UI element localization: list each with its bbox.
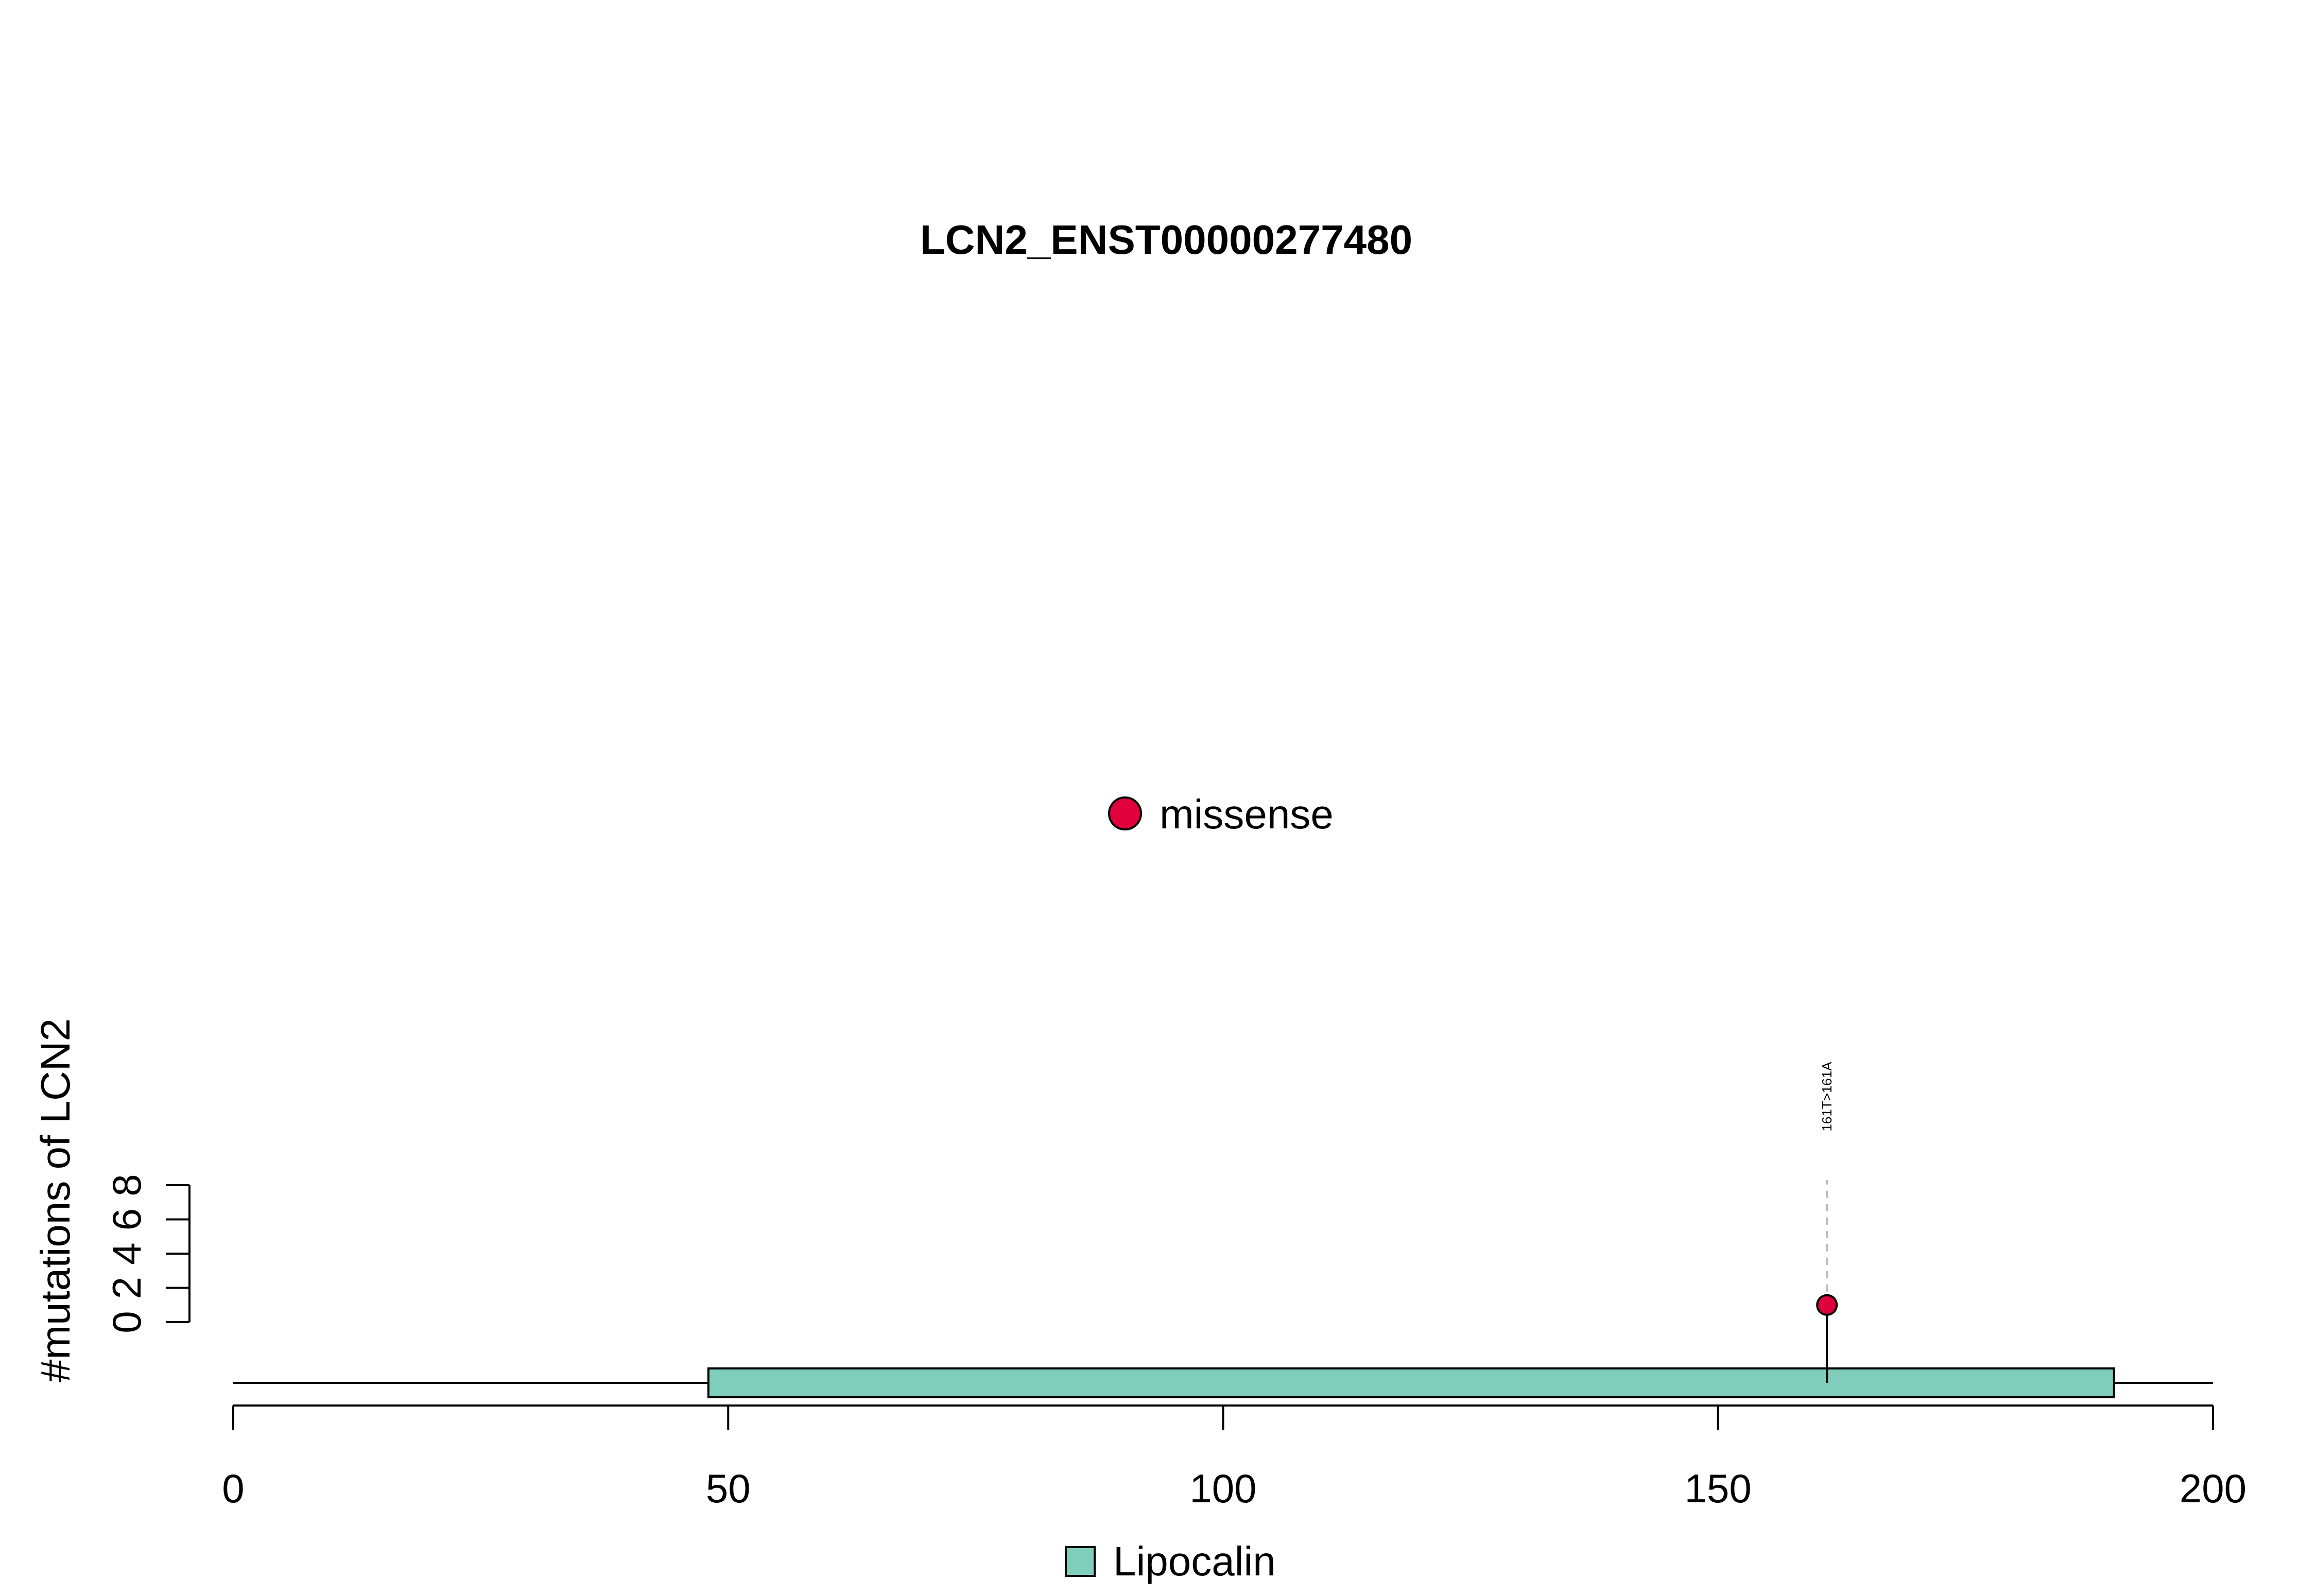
x-tick-label: 150 [1685,1466,1752,1511]
y-tick-label: 0 [104,1311,149,1333]
y-axis-label: #mutations of LCN2 [32,1018,78,1382]
protein-track [233,1367,2213,1398]
y-tick-label: 4 [104,1242,149,1264]
mutation-legend: missense [1108,791,1334,837]
x-axis: 0 50 100 150 200 [222,1404,2246,1511]
chart-title: LCN2_ENST00000277480 [920,217,1412,263]
legend-missense-label: missense [1160,791,1334,837]
y-tick-label: 2 [104,1277,149,1299]
mutation-point [1816,1294,1838,1316]
domain-lipocalin [707,1367,2115,1398]
domain-legend: Lipocalin [1065,1538,1276,1584]
legend-lipocalin-swatch [1065,1546,1096,1577]
x-tick-label: 0 [222,1466,244,1511]
mutation-label: 161T>161A [1819,1062,1835,1132]
x-tick-label: 100 [1189,1466,1256,1511]
y-axis: 0 2 4 6 8 [104,1174,191,1333]
y-tick-label: 8 [104,1174,149,1196]
x-tick-label: 200 [2180,1466,2246,1511]
legend-missense-marker [1108,796,1142,830]
mutations: 161T>161A [1816,1062,1838,1383]
y-tick-label: 6 [104,1208,149,1230]
legend-lipocalin-label: Lipocalin [1113,1538,1276,1584]
x-tick-label: 50 [706,1466,751,1511]
